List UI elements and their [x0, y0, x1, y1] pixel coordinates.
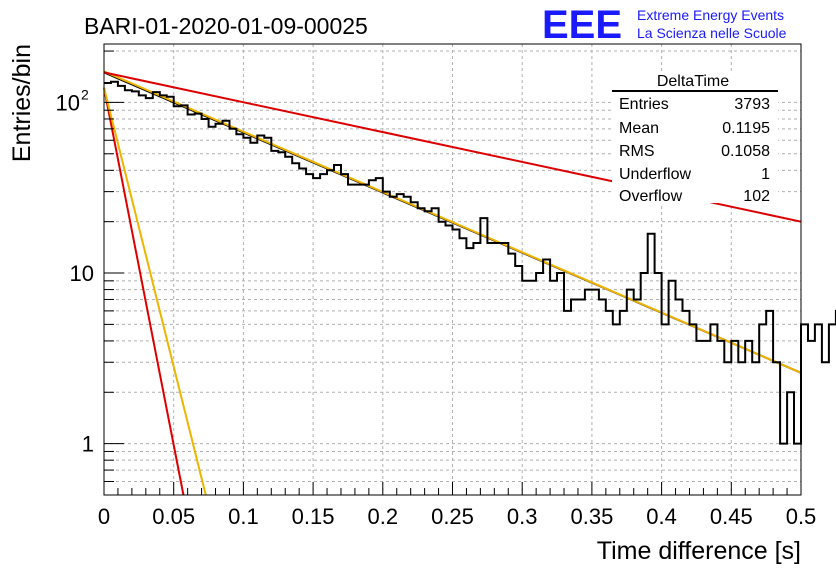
x-tick-label: 0.25: [431, 504, 474, 529]
y-tick-label: 10: [56, 90, 80, 115]
stats-label-mean: Mean: [619, 120, 659, 137]
fit-curve-4: [103, 87, 207, 496]
stats-value-overflow: 102: [743, 188, 770, 205]
y-axis-label: Entries/bin: [8, 44, 36, 162]
stats-label-underflow: Underflow: [619, 166, 691, 183]
chart-title: BARI-01-2020-01-09-00025: [84, 13, 368, 39]
stats-value-underflow: 1: [761, 166, 770, 183]
stats-value-entries: 3793: [734, 96, 770, 113]
x-tick-label: 0.05: [152, 504, 195, 529]
x-tick-label: 0: [98, 504, 110, 529]
y-tick-label: 10: [70, 261, 94, 286]
x-axis-label: Time difference [s]: [597, 537, 801, 565]
x-tick-label: 0.45: [710, 504, 753, 529]
grid: [104, 44, 801, 495]
stats-value-mean: 0.1195: [722, 120, 770, 137]
x-tick-label: 0.5: [786, 504, 817, 529]
eee-logo-mark: EEE: [542, 3, 622, 47]
stats-box: DeltaTime Entries 3793 Mean 0.1195 RMS 0…: [612, 72, 778, 205]
y-tick-label: 1: [82, 432, 94, 457]
stats-value-rms: 0.1058: [721, 143, 770, 160]
x-tick-label: 0.35: [570, 504, 613, 529]
y-tick-exponent: 2: [81, 86, 89, 102]
x-tick-label: 0.4: [646, 504, 677, 529]
stats-box-bg: [612, 72, 778, 203]
x-tick-label: 0.1: [228, 504, 259, 529]
fit-curve-1: [103, 70, 802, 374]
x-tick-label: 0.3: [507, 504, 538, 529]
stats-label-rms: RMS: [619, 143, 655, 160]
logo-line-1: Extreme Energy Events: [637, 7, 784, 23]
stats-label-entries: Entries: [619, 96, 669, 113]
x-tick-label: 0.15: [292, 504, 335, 529]
logo-line-2: La Scienza nelle Scuole: [637, 25, 787, 41]
stats-name: DeltaTime: [657, 73, 729, 90]
stats-label-overflow: Overflow: [619, 188, 683, 205]
axis-ticks: 0 0.05 0.1 0.15 0.2 0.25 0.3 0.35 0.4 0.45 0.5 1 10 1…: [56, 50, 817, 529]
x-tick-label: 0.2: [368, 504, 399, 529]
fit-curve-3: [103, 87, 185, 496]
